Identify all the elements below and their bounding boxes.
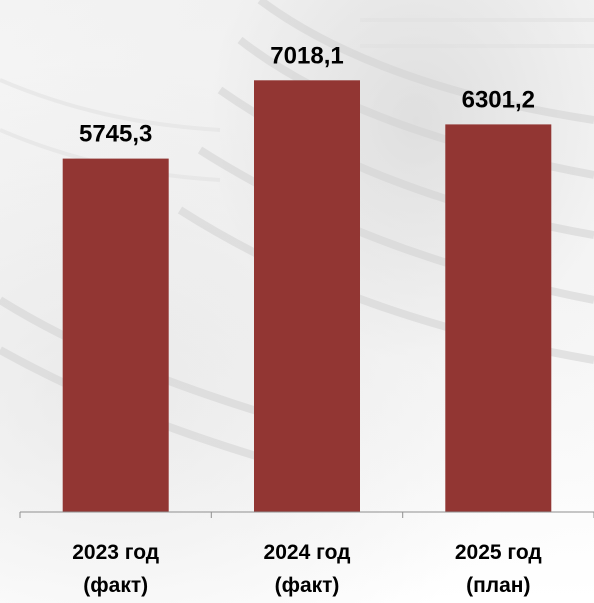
x-axis — [19, 511, 594, 518]
category-label-2-line-1: (план) — [466, 574, 530, 597]
bar-2 — [445, 124, 552, 513]
category-label-0-line-0: 2023 год — [72, 541, 159, 564]
data-label-1: 7018,1 — [270, 42, 343, 69]
bar-1 — [254, 80, 360, 513]
labels-layer: 5745,3 2023 год (факт) 7018,1 2024 год (факт)… — [72, 42, 542, 597]
category-label-2-line-0: 2025 год — [455, 541, 542, 564]
bar-0 — [62, 158, 169, 512]
data-label-2: 6301,2 — [462, 86, 535, 113]
category-label-1-line-0: 2024 год — [264, 541, 351, 564]
category-label-1-line-1: (факт) — [275, 574, 340, 597]
data-label-0: 5745,3 — [79, 121, 152, 148]
category-label-0-line-1: (факт) — [83, 574, 148, 597]
bars-layer — [62, 80, 552, 513]
